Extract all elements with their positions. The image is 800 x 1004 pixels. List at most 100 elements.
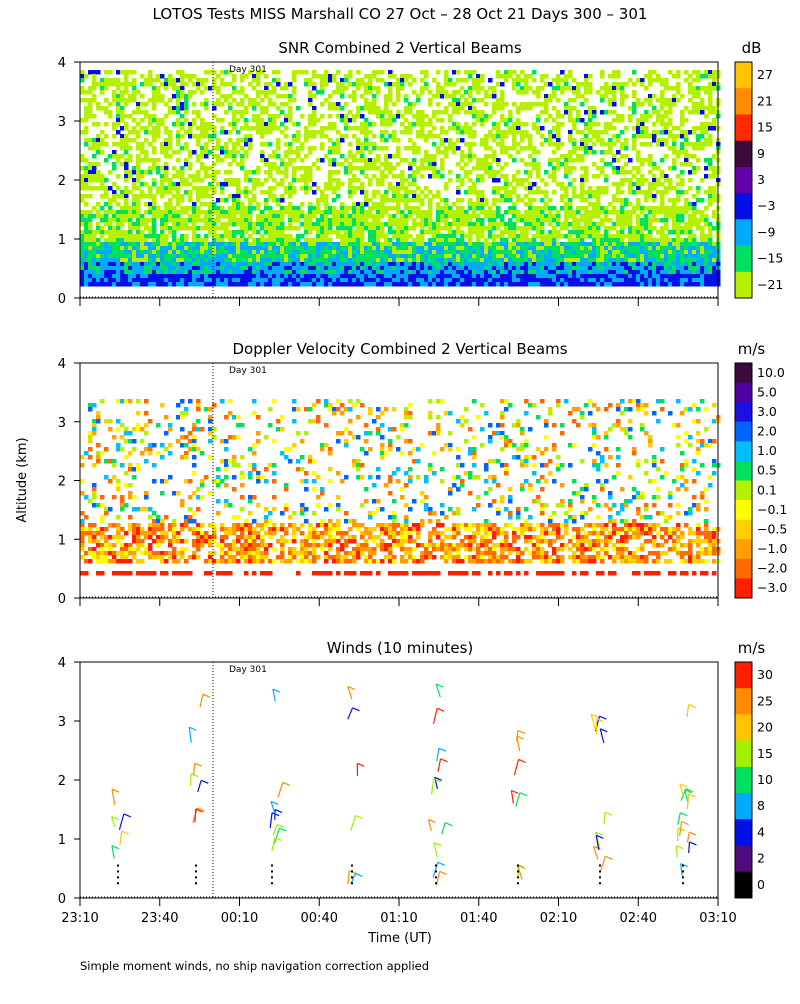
heatmap-cell [240,206,245,211]
heatmap-cell [552,106,557,111]
heatmap-cell [272,226,277,231]
heatmap-cell [288,202,293,207]
heatmap-cell [96,146,101,151]
heatmap-cell [520,130,525,135]
heatmap-cell [204,146,209,151]
heatmap-cell [396,262,401,267]
heatmap-cell [376,114,381,119]
heatmap-cell [248,214,253,219]
heatmap-cell [308,150,313,155]
heatmap-cell [500,98,505,103]
heatmap-cell [452,94,457,99]
heatmap-cell [308,262,313,267]
heatmap-cell [304,218,309,223]
heatmap-cell [252,118,257,123]
heatmap-cell [496,170,501,175]
heatmap-cell [472,270,477,275]
heatmap-cell [204,142,209,147]
heatmap-cell [136,154,141,159]
heatmap-cell [240,98,245,103]
heatmap-cell [328,186,333,191]
heatmap-cell [268,122,273,127]
heatmap-cell [80,278,85,283]
heatmap-cell [432,162,437,167]
heatmap-cell [548,130,553,135]
heatmap-cell [476,230,481,235]
heatmap-cell [156,250,161,255]
heatmap-cell [228,218,233,223]
heatmap-cell [504,266,509,271]
heatmap-cell [192,266,197,271]
heatmap-cell [448,246,453,251]
heatmap-cell [512,130,517,135]
heatmap-cell [652,138,657,143]
heatmap-cell [416,234,421,239]
heatmap-cell [400,230,405,235]
heatmap-cell [436,206,441,211]
heatmap-cell [100,234,105,239]
heatmap-cell [80,258,85,263]
heatmap-cell [264,270,269,275]
heatmap-cell [608,202,613,207]
heatmap-cell [480,166,485,171]
heatmap-cell [116,174,121,179]
heatmap-cell [584,242,589,247]
heatmap-cell [188,150,193,155]
heatmap-cell [116,242,121,247]
heatmap-cell [548,242,553,247]
heatmap-cell [184,118,189,123]
heatmap-cell [172,270,177,275]
heatmap-cell [160,118,165,123]
heatmap-cell [144,238,149,243]
heatmap-cell [388,262,393,267]
heatmap-cell [520,242,525,247]
heatmap-cell [328,126,333,131]
heatmap-cell [628,222,633,227]
heatmap-cell [516,74,521,79]
heatmap-cell [444,150,449,155]
heatmap-cell [604,258,609,263]
heatmap-cell [516,246,521,251]
heatmap-cell [164,250,169,255]
heatmap-cell [264,262,269,267]
heatmap-cell [320,250,325,255]
heatmap-cell [608,98,613,103]
heatmap-cell [168,254,173,259]
heatmap-cell [632,242,637,247]
heatmap-cell [428,202,433,207]
heatmap-cell [280,238,285,243]
heatmap-cell [608,146,613,151]
heatmap-cell [120,194,125,199]
heatmap-cell [596,270,601,275]
heatmap-cell [636,98,641,103]
heatmap-cell [292,242,297,247]
heatmap-cell [364,122,369,127]
heatmap-cell [480,230,485,235]
heatmap-cell [256,122,261,127]
heatmap-cell [608,74,613,79]
heatmap-cell [640,222,645,227]
heatmap-cell [384,198,389,203]
heatmap-cell [384,190,389,195]
heatmap-cell [396,190,401,195]
heatmap-cell [572,138,577,143]
heatmap-cell [236,274,241,279]
heatmap-cell [400,282,405,287]
heatmap-cell [192,242,197,247]
heatmap-cell [100,186,105,191]
heatmap-cell [96,274,101,279]
heatmap-cell [592,150,597,155]
heatmap-cell [232,146,237,151]
heatmap-cell [300,282,305,287]
heatmap-cell [144,138,149,143]
heatmap-cell [628,242,633,247]
heatmap-cell [432,194,437,199]
heatmap-cell [216,142,221,147]
heatmap-cell [420,258,425,263]
heatmap-cell [296,106,301,111]
heatmap-cell [412,206,417,211]
heatmap-cell [252,198,257,203]
heatmap-cell [568,230,573,235]
heatmap-cell [624,154,629,159]
heatmap-cell [556,282,561,287]
